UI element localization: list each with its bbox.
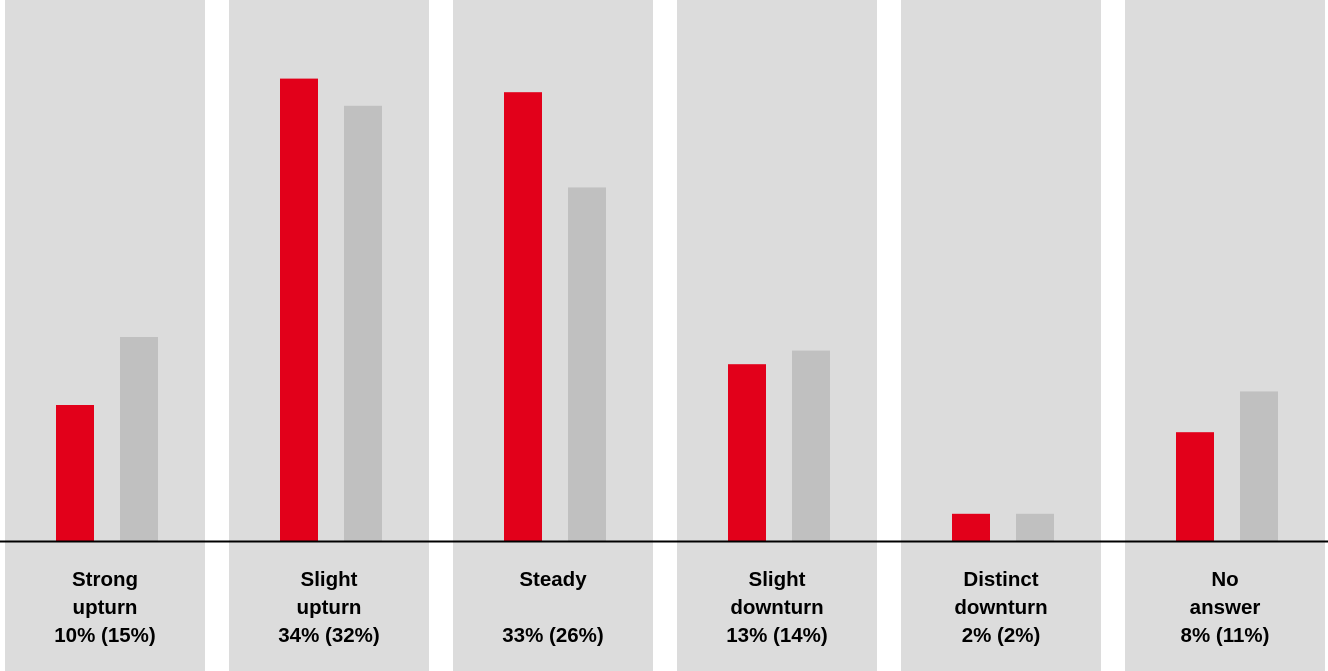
bar-current (952, 513, 990, 541)
bar-previous (1016, 513, 1054, 541)
bar-current (504, 92, 542, 541)
category-name-line: No (1211, 568, 1238, 591)
bar-previous (344, 105, 382, 542)
bar-previous (120, 337, 158, 541)
bar-current (56, 405, 94, 541)
category-panel (677, 0, 877, 671)
bar-previous (568, 187, 606, 541)
category-value-label: 13% (14%) (726, 624, 827, 647)
bar-current (280, 78, 318, 541)
category-value-label: 8% (11%) (1181, 624, 1270, 647)
category-value-label: 33% (26%) (502, 624, 603, 647)
category-value-label: 10% (15%) (54, 624, 155, 647)
category-name-line: Strong (72, 568, 138, 591)
category-name-line: Steady (519, 568, 587, 591)
bar-previous (1240, 391, 1278, 541)
category-value-label: 2% (2%) (962, 624, 1041, 647)
category-name-line: Slight (301, 568, 358, 591)
category-name-line: downturn (730, 596, 823, 619)
category-value-label: 34% (32%) (278, 624, 379, 647)
category-name-line: upturn (73, 596, 138, 619)
bar-current (1176, 432, 1214, 541)
category-name-line: downturn (954, 596, 1047, 619)
bar-current (728, 364, 766, 541)
category-name-line: Distinct (963, 568, 1038, 591)
category-panel (229, 0, 429, 671)
category-panel (1125, 0, 1325, 671)
bar-previous (792, 350, 830, 541)
category-name-line: Slight (749, 568, 806, 591)
category-panel (5, 0, 205, 671)
category-name-line: upturn (297, 596, 362, 619)
category-panel (453, 0, 653, 671)
category-panel (901, 0, 1101, 671)
category-name-line: answer (1190, 596, 1261, 619)
